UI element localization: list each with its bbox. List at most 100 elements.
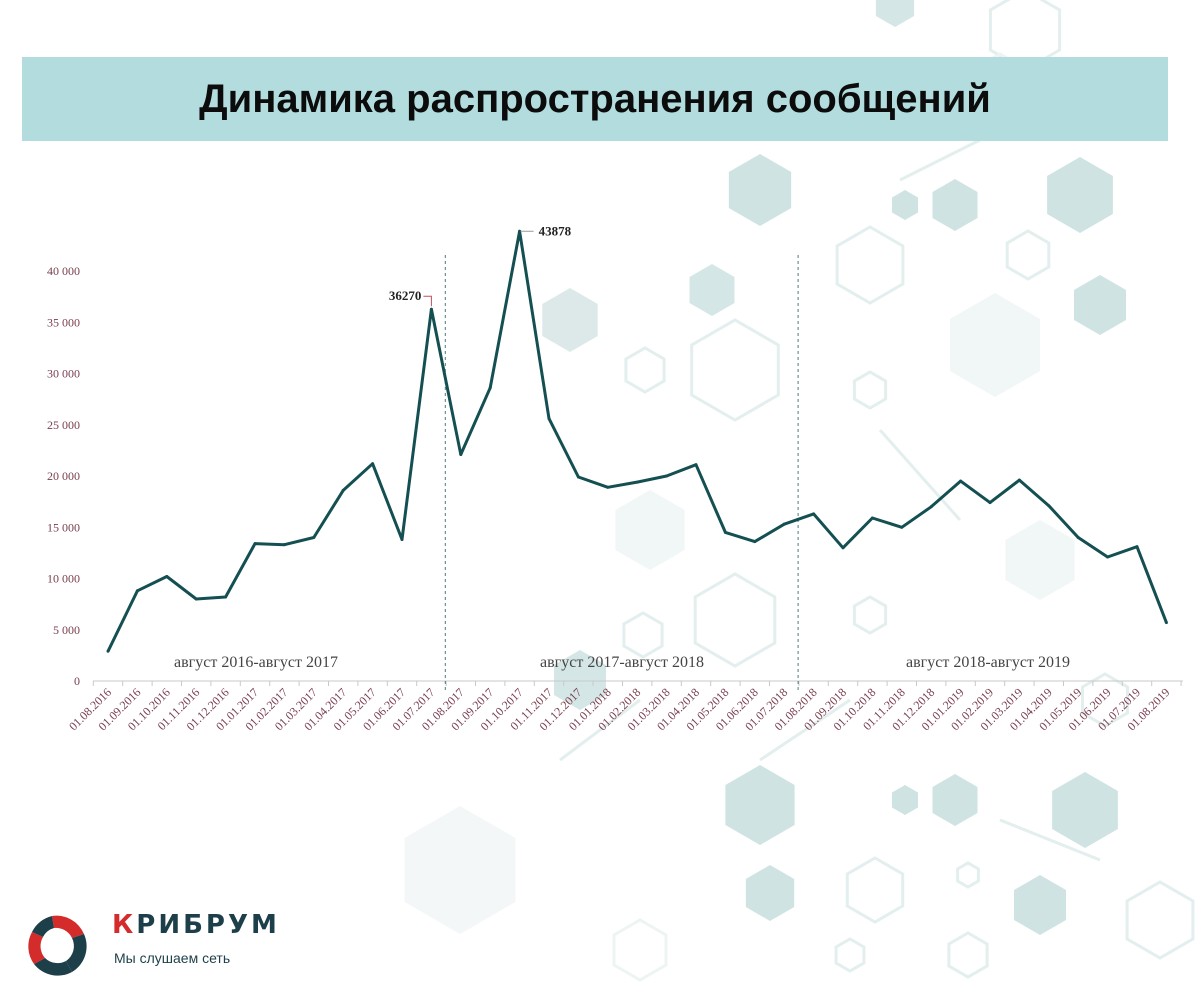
connector-line — [759, 698, 851, 762]
data-point — [400, 538, 404, 542]
data-point — [576, 475, 580, 479]
data-point — [194, 597, 198, 601]
data-point — [988, 501, 992, 505]
data-point — [459, 452, 463, 456]
kribrum-logo-icon — [28, 915, 87, 976]
hexagon-shape — [624, 346, 666, 394]
hexagon-shape — [852, 595, 888, 635]
data-point — [488, 386, 492, 390]
data-point — [812, 512, 816, 516]
data-point — [371, 462, 375, 466]
data-point — [341, 488, 345, 492]
data-point — [224, 595, 228, 599]
data-point — [900, 525, 904, 529]
data-point — [1135, 545, 1139, 549]
title-banner: Динамика распространения сообщений — [22, 57, 1168, 141]
annotation-leader — [423, 295, 432, 307]
hexagon-shape — [725, 765, 795, 845]
data-point — [841, 546, 845, 550]
data-point — [429, 307, 433, 311]
connector-line — [559, 698, 641, 762]
data-point — [312, 536, 316, 539]
hexagon-shape — [892, 785, 918, 815]
y-tick-label: 5 000 — [53, 623, 80, 637]
data-point — [959, 479, 963, 483]
data-point — [870, 516, 874, 520]
hexagon-shape — [728, 154, 792, 226]
data-label: 36270 — [389, 288, 422, 303]
hexagon-shape — [690, 318, 780, 422]
hexagon-shape — [1005, 520, 1075, 600]
hexagon-shape — [615, 490, 685, 570]
hexagon-shape — [1074, 275, 1126, 335]
hexagon-shape — [554, 650, 606, 710]
y-tick-label: 25 000 — [47, 418, 80, 432]
data-point — [253, 542, 257, 546]
y-tick-label: 0 — [74, 674, 80, 688]
data-point — [1017, 478, 1021, 482]
connector-line — [878, 429, 962, 521]
hexagon-shape — [1014, 875, 1066, 935]
hexagon-shape — [845, 856, 905, 924]
period-label: август 2018-август 2019 — [906, 654, 1070, 671]
hexagon-shape — [693, 572, 777, 668]
data-point — [1106, 555, 1110, 559]
brand-tagline: Мы слушаем сеть — [114, 950, 231, 966]
y-tick-label: 20 000 — [47, 469, 80, 483]
y-tick-label: 35 000 — [47, 315, 80, 329]
hexagon-shape — [875, 0, 915, 27]
data-point — [723, 530, 727, 534]
page-title: Динамика распространения сообщений — [199, 76, 991, 121]
hexagon-shape — [1125, 880, 1195, 960]
hexagon-shape — [932, 179, 978, 231]
hexagon-shape — [932, 774, 978, 826]
data-point — [606, 485, 610, 489]
brand-name-rest: РИБРУМ — [136, 910, 280, 940]
y-tick-label: 40 000 — [47, 264, 80, 278]
data-point — [165, 574, 169, 578]
hexagon-shape — [612, 918, 668, 982]
data-point — [753, 540, 757, 544]
data-point — [547, 417, 551, 421]
data-label: 43878 — [539, 223, 572, 238]
y-tick-label: 30 000 — [47, 367, 80, 381]
data-point — [782, 522, 786, 526]
hexagon-shape — [852, 370, 888, 410]
hexagon-shape — [404, 806, 516, 934]
brand-name: КРИБРУМ — [112, 910, 280, 940]
data-point — [694, 463, 698, 467]
y-tick-label: 10 000 — [47, 572, 80, 586]
data-point — [135, 589, 139, 593]
data-point — [282, 543, 286, 547]
hexagon-shape — [622, 611, 664, 659]
data-point — [635, 480, 639, 484]
period-label: август 2016-август 2017 — [174, 654, 338, 671]
hexagon-shape — [834, 937, 866, 973]
hexagon-shape — [950, 293, 1040, 397]
period-label: август 2017-август 2018 — [540, 654, 704, 671]
hexagon-shape — [892, 190, 918, 220]
data-point — [106, 649, 110, 653]
hexagon-shape — [1052, 772, 1118, 848]
hexagon-shape — [745, 865, 795, 921]
hexagon-shape — [1047, 157, 1113, 233]
hexagon-shape — [1081, 672, 1129, 728]
y-tick-label: 15 000 — [47, 520, 80, 534]
hexagon-shape — [947, 931, 989, 979]
hexagon-shape — [956, 861, 980, 889]
data-point — [518, 229, 522, 233]
connector-line — [999, 818, 1101, 862]
data-point — [1076, 536, 1080, 539]
data-point — [1047, 504, 1051, 508]
hexagon-shape — [1005, 229, 1051, 281]
brand-name-first-letter: К — [112, 910, 137, 940]
hexagon-shape — [835, 225, 905, 305]
series-line — [106, 229, 1168, 652]
data-point — [1164, 621, 1168, 625]
hexagon-shape — [542, 288, 598, 352]
data-point — [665, 474, 669, 478]
brand-logo: КРИБРУМ Мы слушаем сеть — [20, 910, 320, 982]
data-point — [929, 505, 933, 509]
